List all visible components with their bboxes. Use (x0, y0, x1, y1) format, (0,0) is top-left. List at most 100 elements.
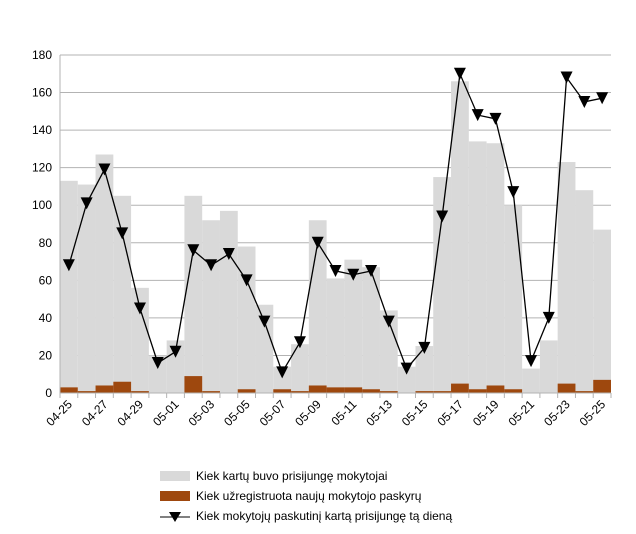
x-tick-label: 05-11 (328, 397, 359, 428)
line-marker (436, 210, 449, 223)
line-marker (382, 315, 395, 328)
x-tick-label: 05-19 (470, 397, 502, 429)
bar-new-accounts (184, 376, 203, 393)
line-marker (489, 112, 502, 125)
line-marker (116, 227, 129, 240)
bar-new-accounts (273, 389, 292, 393)
y-tick-label: 20 (39, 348, 53, 362)
line-marker (542, 311, 555, 324)
x-tick-label: 05-03 (186, 397, 218, 429)
line-marker (507, 186, 520, 199)
line-marker (98, 163, 111, 176)
bar-logins (60, 180, 78, 393)
bar-logins (308, 220, 327, 393)
legend-swatch-gray (160, 471, 190, 481)
bar-logins (184, 195, 203, 393)
bar-logins (202, 220, 220, 393)
bar-logins (131, 287, 149, 393)
bar-logins (468, 141, 487, 393)
line-marker (525, 355, 538, 368)
legend-item-last-login: Kiek mokytojų paskutinį kartą prisijungę… (160, 506, 452, 526)
y-tick-label: 0 (45, 386, 52, 400)
x-tick-label: 05-23 (541, 397, 573, 429)
bar-logins (415, 346, 434, 393)
bar-new-accounts (557, 383, 576, 393)
bar-logins (291, 344, 309, 393)
bar-new-accounts (77, 391, 96, 393)
bar-new-accounts (451, 383, 469, 393)
legend-item-logins: Kiek kartų buvo prisijungę mokytojai (160, 466, 452, 486)
line-marker (293, 336, 306, 349)
bar-logins (344, 259, 363, 393)
bar-new-accounts (202, 391, 220, 393)
bar-logins (575, 190, 594, 393)
bar-logins (219, 210, 238, 393)
x-tick-label: 05-13 (363, 397, 395, 429)
bar-logins (166, 340, 185, 393)
y-tick-label: 140 (32, 123, 52, 137)
bar-logins (326, 278, 345, 393)
bar-logins (486, 143, 505, 393)
y-tick-label: 40 (39, 311, 53, 325)
bar-logins (273, 366, 292, 393)
bar-new-accounts (344, 387, 363, 393)
bar-logins (504, 205, 523, 393)
bar-logins (539, 340, 558, 393)
x-tick-label: 04-29 (114, 397, 146, 429)
bar-logins (557, 162, 576, 393)
y-tick-label: 60 (39, 273, 53, 287)
line-marker (453, 67, 466, 80)
x-tick-label: 04-25 (43, 397, 75, 429)
legend-label: Kiek užregistruota naujų mokytojo paskyr… (196, 489, 422, 503)
bar-new-accounts (379, 391, 398, 393)
line-marker (365, 264, 378, 277)
line-marker (596, 92, 609, 105)
line-marker (205, 259, 218, 272)
line-marker (80, 197, 93, 210)
bar-logins (379, 310, 398, 393)
bar-new-accounts (433, 391, 452, 393)
legend-swatch-line (160, 511, 190, 522)
bar-logins (77, 184, 96, 393)
line-marker (578, 95, 591, 108)
x-tick-label: 05-17 (434, 397, 466, 429)
line-marker (133, 302, 146, 315)
x-tick-label: 05-25 (577, 397, 609, 429)
legend-item-new-accounts: Kiek užregistruota naujų mokytojo paskyr… (160, 486, 452, 506)
legend-label: Kiek kartų buvo prisijungę mokytojai (196, 469, 388, 483)
y-tick-label: 100 (32, 198, 52, 212)
bar-logins (451, 81, 469, 394)
bar-new-accounts (468, 389, 487, 393)
line-marker (258, 315, 271, 328)
bar-logins (362, 267, 380, 393)
line-marker (347, 268, 360, 281)
y-tick-label: 80 (39, 236, 53, 250)
bar-logins (237, 246, 256, 393)
bar-new-accounts (593, 379, 611, 393)
x-tick-label: 04-27 (79, 397, 111, 429)
line-marker (471, 109, 484, 122)
legend-label: Kiek mokytojų paskutinį kartą prisijungę… (196, 509, 453, 523)
bar-new-accounts (95, 385, 114, 393)
line-marker (62, 259, 75, 272)
x-tick-label: 05-05 (221, 397, 253, 429)
bar-new-accounts (308, 385, 327, 393)
bar-logins (522, 368, 540, 393)
line-marker (311, 236, 324, 249)
bar-logins (593, 229, 611, 393)
line-marker (276, 366, 289, 379)
bar-logins (433, 177, 452, 393)
x-tick-label: 05-01 (150, 397, 182, 429)
x-tick-label: 05-09 (292, 397, 324, 429)
y-tick-label: 180 (32, 48, 52, 62)
bar-new-accounts (237, 389, 256, 393)
x-tick-label: 05-15 (399, 397, 431, 429)
line-marker (560, 71, 573, 84)
line-marker (400, 362, 413, 375)
bar-new-accounts (113, 381, 132, 393)
bar-new-accounts (326, 387, 345, 393)
x-tick-label: 05-07 (257, 397, 289, 429)
y-tick-label: 160 (32, 86, 52, 100)
line-marker (329, 264, 342, 277)
